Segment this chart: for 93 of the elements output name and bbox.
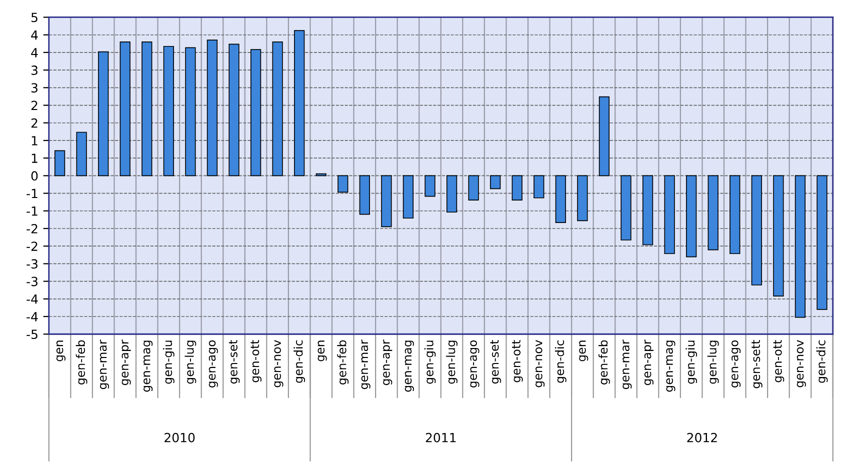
y-tick-label: -3 [26,276,38,286]
x-tick-label: gen-ott [250,340,262,382]
bar [54,150,66,176]
bar [598,96,610,176]
x-tick-label: gen-ott [773,340,784,382]
bar [272,42,283,176]
x-tick-label: gen-feb [337,340,349,384]
y-tick-label: 4 [31,30,38,40]
bar [512,175,522,200]
x-tick-label: gen-apr [122,340,131,386]
bar [730,175,740,254]
x-tick-label: gen-lug [184,340,196,384]
x-tick-label: gen-mag [666,340,676,392]
bar [468,175,479,200]
y-tick-label: 5 [31,12,38,22]
x-tick-label: gen-feb [76,340,88,384]
y-tick-label: -5 [26,330,38,340]
bar [664,175,675,254]
x-tick-label: gen-ott [512,340,523,382]
bar [794,175,806,318]
x-tick-label: gen-mag [144,340,153,392]
y-tick-label: -1 [26,188,38,198]
x-tick-label: gen-nov [274,340,284,388]
bar [751,175,762,286]
bar [686,175,697,258]
bar [250,49,262,176]
y-tick-label: 3 [31,83,38,93]
bar [577,175,588,222]
bar [163,46,174,176]
bar [424,175,436,197]
x-tick-label: gen-mar [100,340,110,390]
x-tick-label: gen-nov [796,340,806,388]
y-tick-label: 0 [31,171,38,181]
bar [534,175,544,198]
x-tick-label: gen-mar [622,340,632,390]
x-tick-label: gen [579,340,588,362]
bar [490,175,501,190]
x-tick-label: gen-ago [470,340,480,388]
x-tick-label: gen-ago [208,340,218,388]
y-tick-label: 1 [32,136,38,146]
x-tick-label: gen-giu [424,340,436,384]
x-tick-label: gen [318,340,327,362]
x-tick-label: gen-set [490,340,502,384]
bar [120,42,130,176]
y-tick-label: 2 [31,100,38,110]
y-tick-label: -2 [26,224,38,234]
bar [294,30,305,176]
bar [402,175,414,219]
bar [381,175,392,228]
x-tick-label: gen-set [228,340,240,384]
bar [359,175,370,215]
text: 2011 [426,432,456,442]
x-tick-label: gen-ago [732,340,741,388]
text: 2012 [687,432,717,442]
bar [555,175,566,223]
bar [816,175,828,310]
bar [338,175,348,193]
bar [642,175,654,246]
bar [206,40,218,176]
x-tick-label: gen-nov [536,340,545,388]
x-tick-label: gen-dic [554,340,566,383]
bar [98,51,109,176]
x-tick-label: gen-dic [294,340,306,383]
bar [185,47,196,176]
y-tick-label: -3 [26,259,38,269]
x-tick-label: gen-sett [752,340,762,388]
bar [773,175,784,297]
bar [142,42,152,176]
x-tick-label: gen-giu [686,340,698,384]
y-tick-label: 1 [32,154,38,163]
y-tick-label: -4 [26,312,38,322]
y-tick-label: 4 [31,48,38,58]
y-tick-label: -2 [26,242,38,251]
x-tick-label: gen-mar [361,340,370,390]
y-tick-label: 3 [31,66,38,75]
bar [620,175,632,240]
x-tick-label: gen-apr [383,340,392,386]
y-tick-label: -4 [26,294,38,304]
x-tick-label: gen-feb [598,340,610,384]
text: 2010 [164,432,195,442]
bar [228,44,240,176]
x-tick-label: gen-giu [162,340,174,384]
x-tick-label: gen-lug [707,340,719,384]
x-tick-label: gen [56,340,66,362]
y-tick-label: 2 [31,118,38,128]
x-tick-label: gen-dic [816,340,828,383]
bar [446,175,458,213]
x-tick-label: gen-apr [644,340,654,386]
bar [76,132,87,176]
y-tick-label: -1 [26,206,38,216]
x-tick-label: gen-lug [446,340,458,384]
x-tick-label: gen-mag [404,340,414,392]
bar [708,175,718,250]
